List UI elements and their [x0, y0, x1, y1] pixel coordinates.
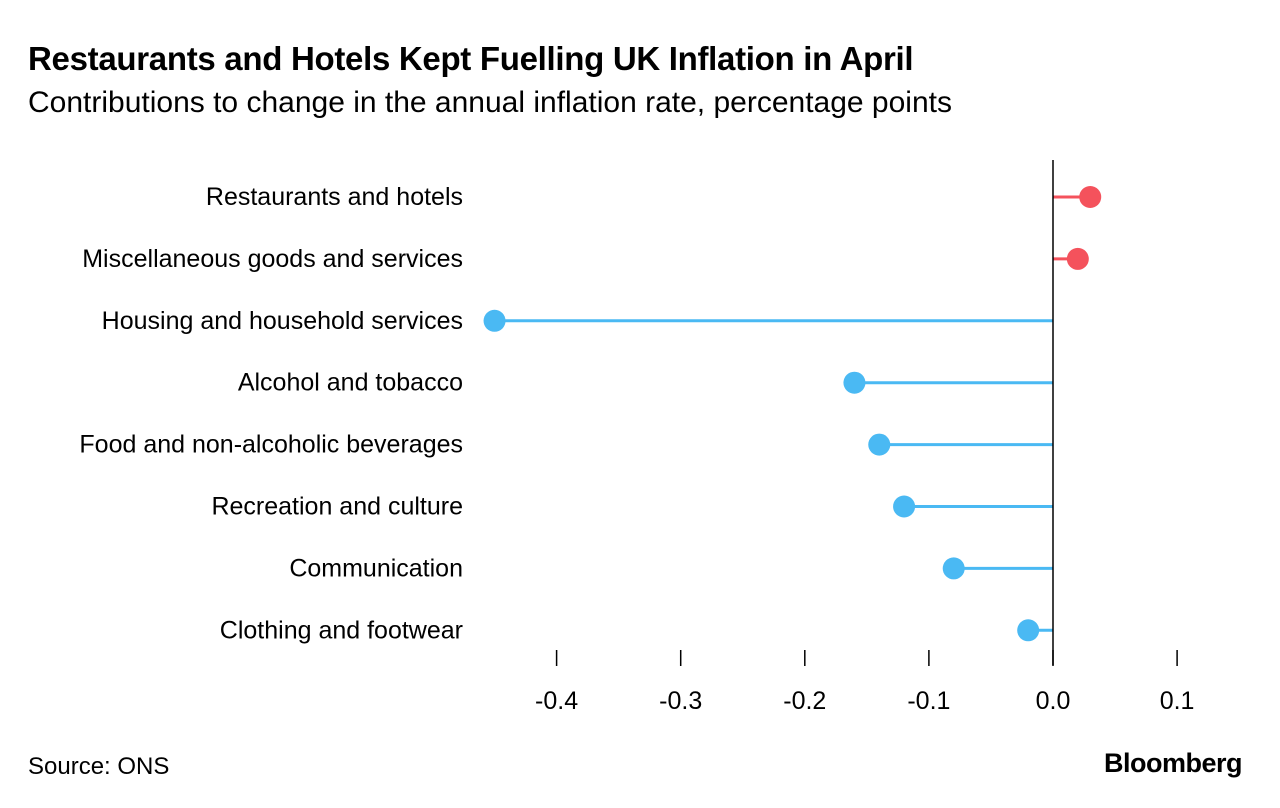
lollipop-dot: [1017, 619, 1040, 642]
chart-title: Restaurants and Hotels Kept Fuelling UK …: [28, 40, 914, 77]
category-label: Alcohol and tobacco: [238, 369, 463, 397]
source-note: Source: ONS: [28, 753, 170, 780]
category-label: Restaurants and hotels: [206, 183, 463, 211]
lollipop-dot: [483, 309, 506, 332]
category-label: Miscellaneous goods and services: [82, 245, 463, 273]
category-labels: Restaurants and hotels Miscellaneous good…: [79, 183, 463, 644]
lollipop-dots: [483, 186, 1102, 642]
category-label: Housing and household services: [102, 307, 463, 335]
lollipop-dot: [942, 557, 965, 580]
category-label: Clothing and footwear: [220, 616, 463, 644]
x-tick-label: -0.4: [535, 687, 578, 715]
lollipop-dot: [843, 371, 866, 394]
lollipop-dot: [1079, 186, 1102, 208]
x-tick-label: -0.1: [907, 687, 950, 715]
lollipop-dot: [893, 495, 916, 518]
x-tick-label: 0.1: [1160, 687, 1195, 715]
category-label: Food and non-alcoholic beverages: [79, 431, 463, 459]
lollipop-dot: [1066, 247, 1089, 270]
lollipop-dot: [868, 433, 891, 456]
x-tick-label: 0.0: [1036, 687, 1071, 715]
lollipop-stems: [494, 195, 1091, 632]
x-tick-label: -0.2: [783, 687, 826, 715]
x-axis-ticks: -0.4 -0.3 -0.2 -0.1 0.0 0.1: [535, 650, 1194, 715]
bloomberg-logo: Bloomberg: [1103, 748, 1243, 778]
category-label: Recreation and culture: [211, 493, 463, 521]
category-label: Communication: [289, 554, 463, 582]
x-tick-label: -0.3: [659, 687, 702, 715]
chart-subtitle: Contributions to change in the annual in…: [28, 86, 952, 119]
